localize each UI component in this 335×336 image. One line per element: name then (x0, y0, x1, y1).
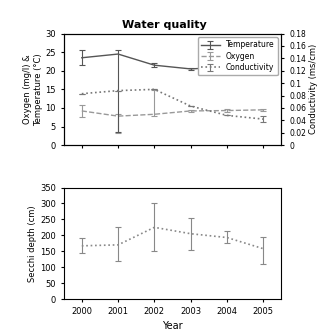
Y-axis label: Conductivity (ms/cm): Conductivity (ms/cm) (309, 44, 318, 134)
Y-axis label: Oxygen (mg/l) &
Temperature (°C): Oxygen (mg/l) & Temperature (°C) (23, 53, 43, 126)
Text: Water quality: Water quality (122, 20, 206, 30)
Y-axis label: Secchi depth (cm): Secchi depth (cm) (28, 205, 38, 282)
X-axis label: Year: Year (162, 321, 183, 331)
Legend: Temperature, Oxygen, Conductivity: Temperature, Oxygen, Conductivity (198, 37, 278, 75)
